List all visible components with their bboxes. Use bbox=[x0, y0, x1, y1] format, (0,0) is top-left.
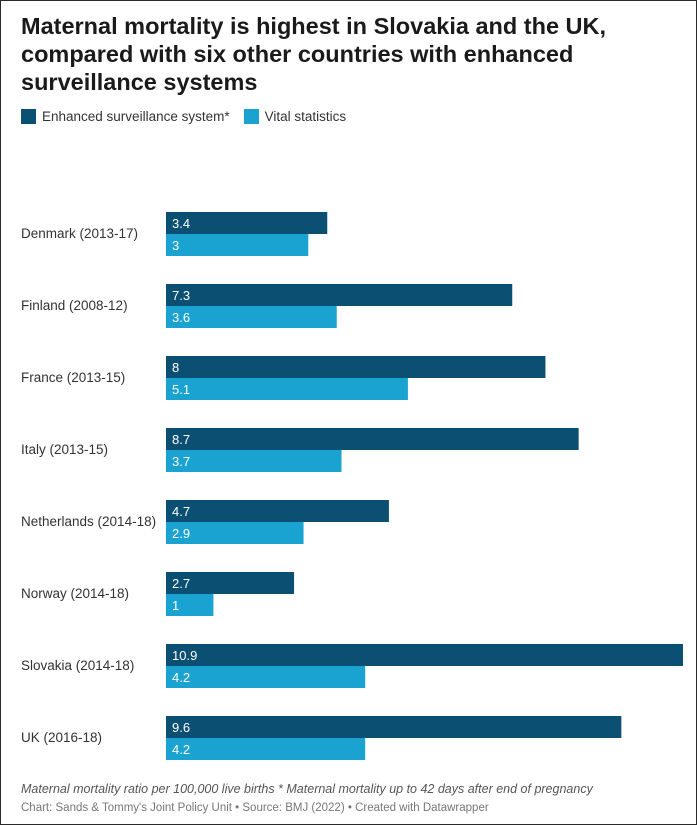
legend-swatch-vital bbox=[243, 109, 259, 124]
value-label-vital: 4.2 bbox=[172, 742, 190, 757]
bar-vital bbox=[166, 378, 408, 400]
value-label-enhanced: 7.3 bbox=[172, 288, 190, 303]
value-label-vital: 3 bbox=[172, 238, 179, 253]
value-label-vital: 3.6 bbox=[172, 310, 190, 325]
bar-enhanced bbox=[166, 356, 546, 378]
legend-item-enhanced: Enhanced surveillance system* bbox=[21, 109, 230, 124]
chart-credit: Chart: Sands & Tommy's Joint Policy Unit… bbox=[21, 802, 489, 814]
bar-enhanced bbox=[166, 572, 295, 594]
legend-label-vital: Vital statistics bbox=[264, 109, 347, 124]
category-label: Denmark (2013-17) bbox=[21, 226, 138, 241]
bar-vital bbox=[166, 522, 304, 544]
bar-vital bbox=[166, 234, 309, 256]
value-label-enhanced: 2.7 bbox=[172, 576, 190, 591]
category-label: Finland (2008-12) bbox=[21, 298, 128, 313]
value-label-enhanced: 9.6 bbox=[172, 720, 190, 735]
legend: Enhanced surveillance system* Vital stat… bbox=[21, 109, 360, 124]
bar-vital bbox=[166, 594, 214, 616]
bar-vital bbox=[166, 738, 366, 760]
value-label-vital: 1 bbox=[172, 598, 179, 613]
value-label-vital: 3.7 bbox=[172, 454, 190, 469]
bar-vital bbox=[166, 450, 342, 472]
value-label-enhanced: 4.7 bbox=[172, 504, 190, 519]
bar-enhanced bbox=[166, 284, 513, 306]
category-label: France (2013-15) bbox=[21, 370, 125, 385]
category-label: Norway (2014-18) bbox=[21, 586, 129, 601]
bar-enhanced bbox=[166, 644, 683, 666]
bar-vital bbox=[166, 306, 337, 328]
value-label-enhanced: 8 bbox=[172, 360, 179, 375]
bar-enhanced bbox=[166, 716, 622, 738]
value-label-vital: 2.9 bbox=[172, 526, 190, 541]
value-label-enhanced: 8.7 bbox=[172, 432, 190, 447]
chart-title: Maternal mortality is highest in Slovaki… bbox=[21, 13, 607, 95]
bar-vital bbox=[166, 666, 366, 688]
bar-chart: Denmark (2013-17) 3.4 3 Finland (2008-12) 7.… bbox=[21, 212, 683, 760]
bar-enhanced bbox=[166, 500, 389, 522]
category-label: UK (2016-18) bbox=[21, 730, 102, 745]
legend-swatch-enhanced bbox=[21, 109, 36, 124]
category-label: Italy (2013-15) bbox=[21, 442, 108, 457]
value-label-enhanced: 10.9 bbox=[172, 648, 197, 663]
legend-label-enhanced: Enhanced surveillance system* bbox=[42, 109, 230, 124]
category-label: Slovakia (2014-18) bbox=[21, 658, 134, 673]
bar-enhanced bbox=[166, 428, 579, 450]
legend-item-vital: Vital statistics bbox=[243, 109, 347, 124]
bar-enhanced bbox=[166, 212, 328, 234]
value-label-vital: 5.1 bbox=[172, 382, 190, 397]
chart-notes: Maternal mortality ratio per 100,000 liv… bbox=[21, 782, 593, 796]
category-label: Netherlands (2014-18) bbox=[21, 514, 156, 529]
value-label-vital: 4.2 bbox=[172, 670, 190, 685]
value-label-enhanced: 3.4 bbox=[172, 216, 190, 231]
